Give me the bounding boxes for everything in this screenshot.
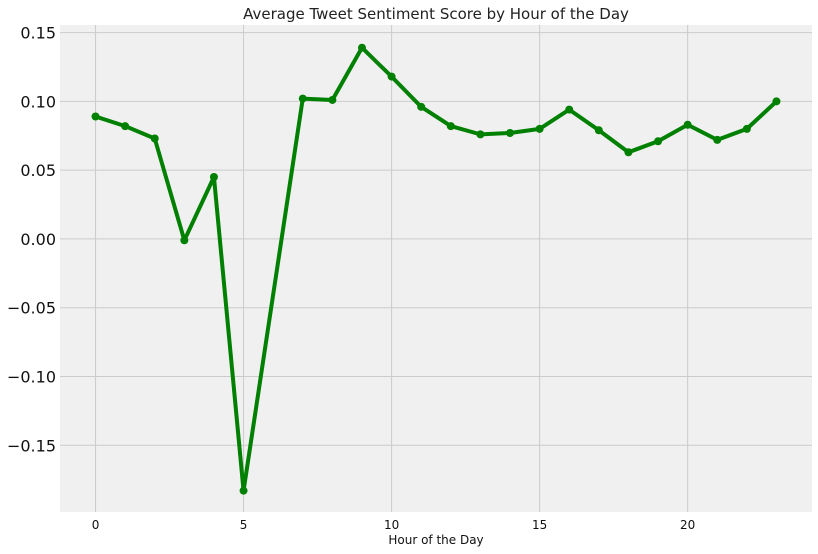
x-tick-label: 20 xyxy=(680,518,695,532)
data-point xyxy=(91,112,100,121)
x-axis-ticks: 0 5 10 15 20 xyxy=(92,518,696,532)
y-tick-label: −0.05 xyxy=(7,299,56,318)
data-point xyxy=(209,173,218,182)
data-point xyxy=(387,72,396,81)
grid-lines xyxy=(60,25,812,512)
data-point xyxy=(121,122,130,131)
data-point xyxy=(683,120,692,129)
x-tick-label: 0 xyxy=(92,518,100,532)
data-point xyxy=(150,134,159,143)
data-point xyxy=(624,148,633,157)
series-markers xyxy=(91,43,781,495)
data-point xyxy=(180,236,189,245)
x-tick-label: 10 xyxy=(384,518,399,532)
y-tick-label: −0.10 xyxy=(7,367,56,386)
y-tick-label: 0.00 xyxy=(20,230,56,249)
plot-background xyxy=(60,25,812,512)
data-point xyxy=(239,486,248,495)
data-point xyxy=(328,95,337,104)
y-tick-label: 0.15 xyxy=(20,24,56,43)
x-tick-label: 15 xyxy=(532,518,547,532)
y-axis-ticks: 0.15 0.10 0.05 0.00 −0.05 −0.10 −0.15 xyxy=(7,24,56,456)
y-tick-label: 0.05 xyxy=(20,161,56,180)
x-axis-label: Hour of the Day xyxy=(388,533,483,547)
data-point xyxy=(713,135,722,144)
data-point xyxy=(535,124,544,133)
data-point xyxy=(565,105,574,114)
data-point xyxy=(446,122,455,131)
data-point xyxy=(742,124,751,133)
x-tick-label: 5 xyxy=(240,518,248,532)
data-point xyxy=(298,94,307,103)
data-point xyxy=(506,128,515,137)
data-point xyxy=(654,137,663,146)
chart-title: Average Tweet Sentiment Score by Hour of… xyxy=(243,5,629,23)
y-tick-label: 0.10 xyxy=(20,92,56,111)
data-point xyxy=(772,97,781,106)
data-point xyxy=(594,126,603,135)
data-point xyxy=(476,130,485,139)
data-point xyxy=(357,43,366,52)
data-point xyxy=(417,102,426,111)
y-tick-label: −0.15 xyxy=(7,436,56,455)
